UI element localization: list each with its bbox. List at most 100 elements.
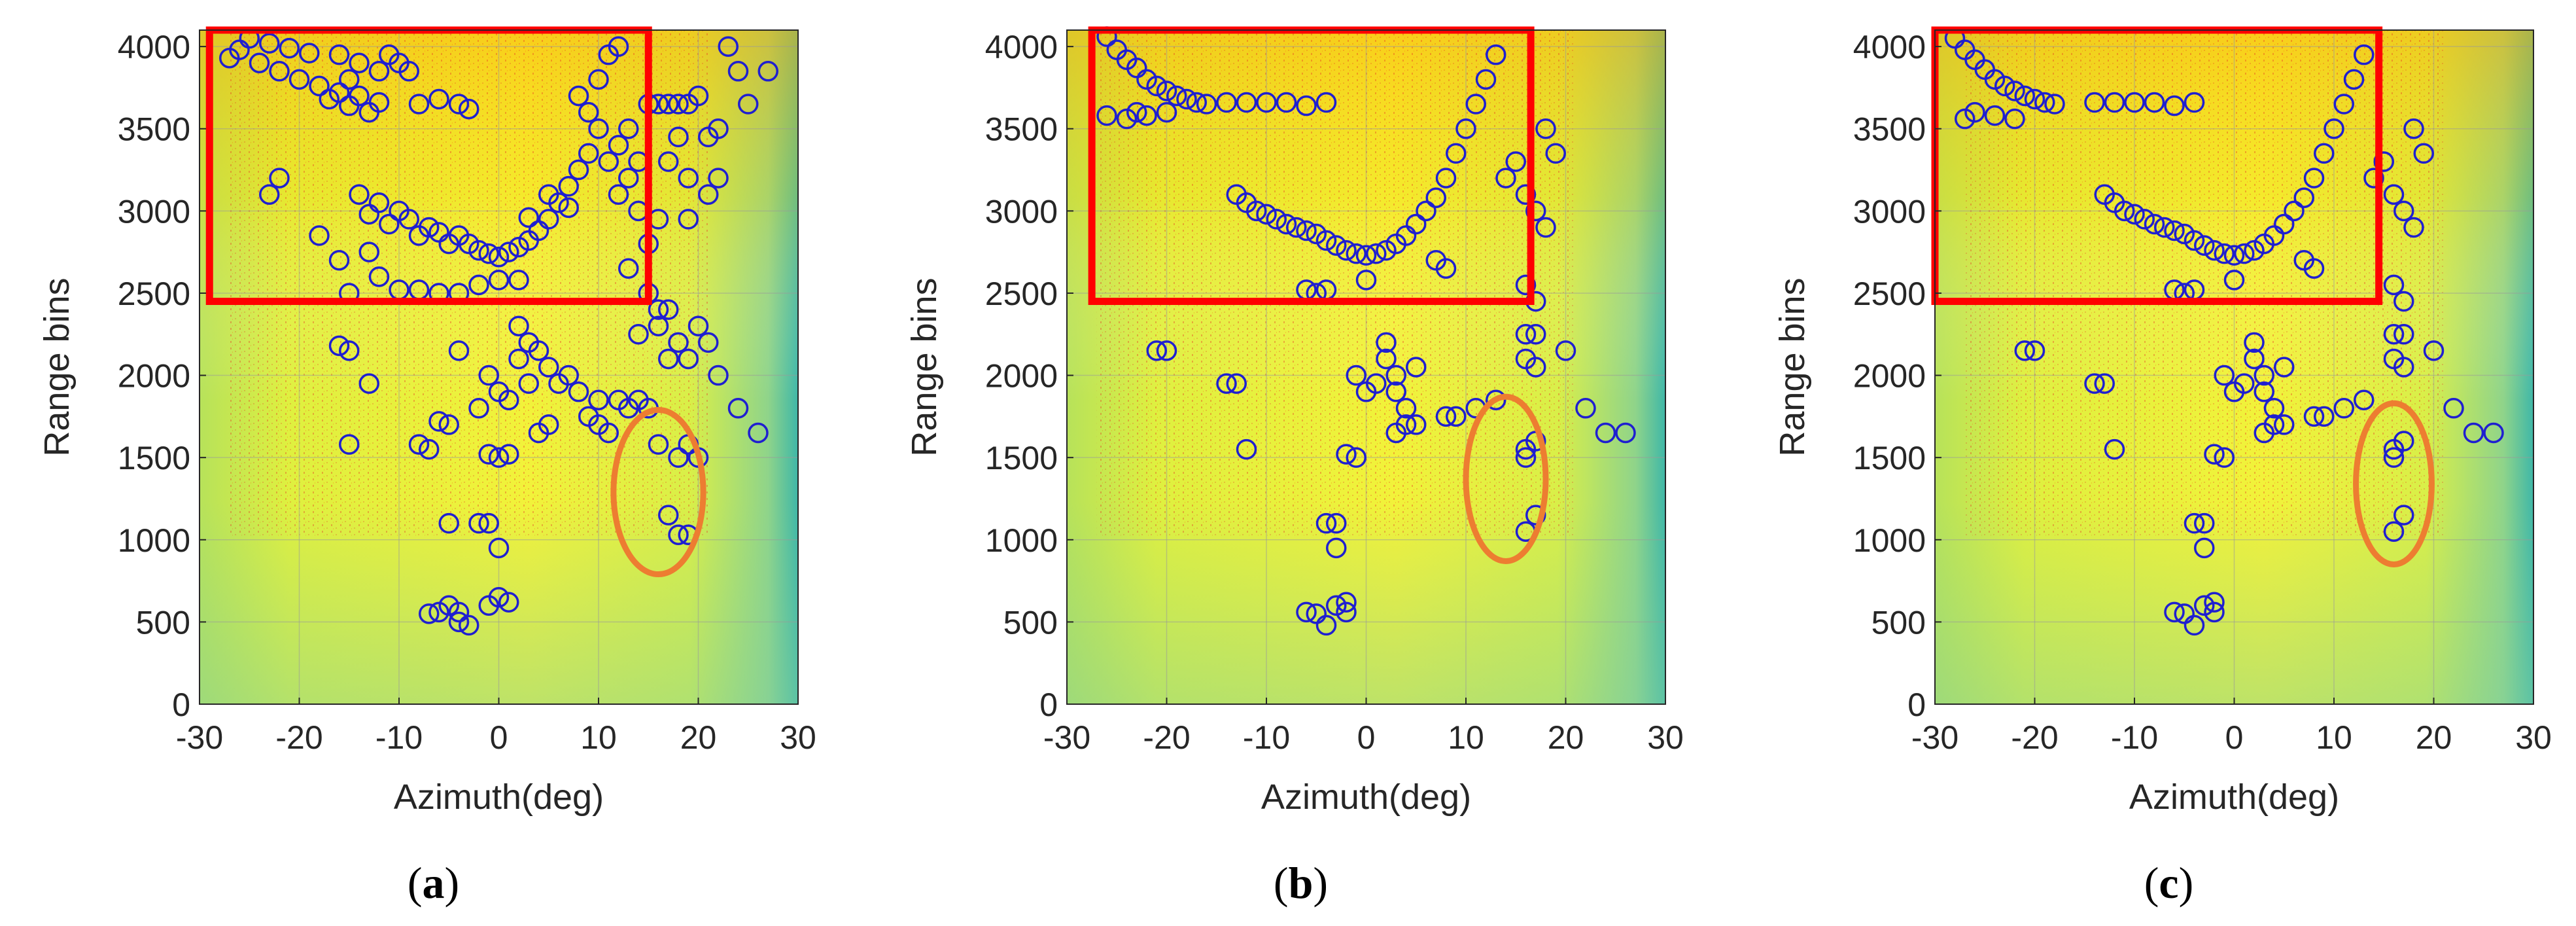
detection-point [1376,348,1397,370]
y-tick-label: 3500 [985,111,1058,148]
detection-point [2244,240,2265,261]
detection-point [1406,213,1427,235]
detection-point [1146,340,1167,361]
y-tick-label: 1000 [118,522,190,559]
y-tick-label: 1500 [985,440,1058,476]
detection-point [668,332,689,353]
detection-point [2393,291,2414,312]
detection-point [2373,151,2394,172]
detection-point [1146,75,1167,97]
detection-point [2274,414,2295,435]
detection-point [2174,223,2195,245]
detection-point [1545,143,1566,164]
detection-point [448,611,470,633]
detection-point [438,512,459,534]
y-tick-label: 3000 [985,193,1058,230]
detection-point [328,249,350,271]
detection-point [1535,118,1556,139]
detection-point [518,207,539,228]
detection-point [678,348,699,370]
detection-point [1465,94,1486,115]
y-axis-label: Range bins [1773,277,1812,456]
detection-point [498,444,519,465]
detection-point [1515,184,1537,205]
detection-point [1455,118,1476,139]
detection-point [2393,505,2414,525]
detection-point [288,69,310,90]
detection-point [718,36,739,57]
detection-point [1355,270,1377,291]
detection-point [2144,213,2165,235]
y-tick-label: 2500 [1853,276,1926,312]
detection-point [1535,217,1556,238]
detection-point [658,299,679,320]
detection-point [349,52,370,73]
detection-point [478,243,499,264]
detection-point [648,434,669,455]
detection-point [738,94,759,115]
detection-point [2403,118,2424,139]
y-tick-label: 1500 [118,440,190,476]
detection-point [1186,92,1207,113]
detection-point [2383,521,2405,542]
detection-point [688,85,709,107]
detection-point [588,69,609,90]
detection-point [488,586,510,608]
detection-point [408,94,430,115]
detection-point [2383,184,2405,205]
detection-point [1096,105,1117,126]
detection-point [2044,94,2065,115]
highlight-ellipse [2353,400,2435,567]
detections [1944,27,2504,636]
detection-point [618,118,639,139]
detection-point [468,512,489,534]
detection-point [1555,340,1576,361]
y-tick-label: 4000 [985,29,1058,65]
detection-point [727,61,749,82]
detection-point [468,274,489,296]
detection-point [2014,340,2035,361]
detection-point [2314,143,2335,164]
panel-caption: (c) [2144,858,2194,908]
detection-point [2393,357,2414,378]
panel-caption: (a) [408,858,459,908]
detection-point [648,299,669,320]
detection-point [2124,92,2145,113]
detection-point [339,69,360,90]
detection-point [2104,92,2125,113]
detection-point [2354,44,2375,65]
detection-point [727,398,749,419]
detection-point [2194,512,2215,534]
caption-close-paren: ) [1313,858,1328,908]
detection-point [1346,365,1366,386]
detection-point [1156,101,1177,123]
detection-point [2084,373,2105,394]
detection-point [1326,512,1347,534]
caption-letter: c [2159,858,2178,908]
detection-point [2154,217,2175,238]
detection-point [1615,422,1636,444]
detection-point [698,184,719,205]
detection-point [1425,187,1446,208]
caption-open-paren: ( [408,858,423,908]
y-tick-label: 500 [136,604,190,641]
detection-point [438,595,459,616]
detection-point [2393,431,2414,452]
detection-point [368,266,390,287]
detection-point [349,184,370,205]
detection-point [368,61,390,82]
caption-open-paren: ( [2144,858,2159,908]
detection-point [1236,438,1257,460]
detection-point [508,315,529,336]
detection-point [1136,105,1157,126]
detection-point [1256,92,1277,113]
detection-point [2393,324,2414,345]
detection-point [1276,92,1297,113]
clutter-speckle [1964,30,2444,536]
detection-point [2194,537,2215,559]
detection-point [1236,92,1257,113]
y-tick-label: 2000 [1853,358,1926,395]
detection-point [608,135,629,156]
detection-point [1446,143,1467,164]
detection-point [2214,365,2235,386]
